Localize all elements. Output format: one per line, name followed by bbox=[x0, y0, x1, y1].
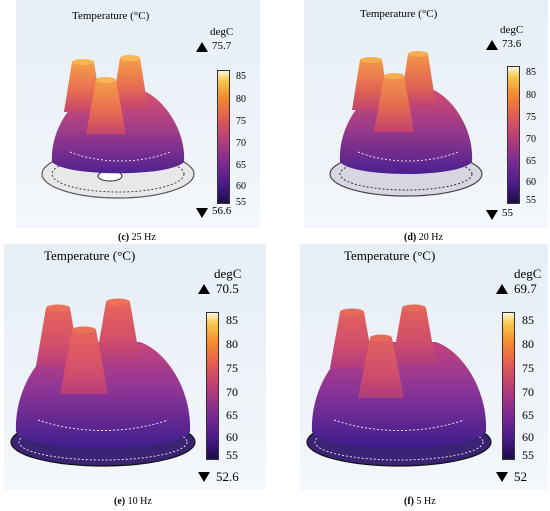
legend-tick: 55 bbox=[236, 197, 246, 208]
color-legend-bar bbox=[502, 312, 515, 460]
panel-caption: (e) 10 Hz bbox=[114, 496, 152, 507]
panel-e: Temperature (°C) degC 70.5 85 80 75 70 6… bbox=[4, 244, 266, 490]
panel-caption: (f) 5 Hz bbox=[404, 496, 436, 507]
legend-tick: 65 bbox=[226, 408, 238, 422]
legend-tick: 60 bbox=[226, 430, 238, 444]
legend-tick: 60 bbox=[522, 430, 534, 444]
max-value: 75.7 bbox=[212, 40, 232, 52]
thermal-model-image bbox=[41, 55, 195, 199]
legend-tick: 80 bbox=[526, 90, 536, 101]
unit-label: degC bbox=[514, 266, 542, 281]
thermal-model-image bbox=[306, 304, 492, 467]
panel-d: Temperature (°C) degC 73.6 85 80 75 70 6… bbox=[304, 0, 548, 228]
min-marker-icon bbox=[486, 210, 498, 220]
legend-tick: 60 bbox=[526, 177, 536, 188]
min-value: 56.6 bbox=[212, 205, 232, 217]
panel-title: Temperature (°C) bbox=[72, 10, 150, 22]
caption-frequency: 5 Hz bbox=[416, 496, 436, 507]
caption-letter: (d) bbox=[404, 232, 417, 243]
max-marker-icon bbox=[486, 40, 498, 50]
panel-title: Temperature (°C) bbox=[44, 248, 136, 263]
panel-title: Temperature (°C) bbox=[360, 8, 438, 20]
legend-tick: 80 bbox=[522, 337, 534, 351]
legend-tick: 65 bbox=[236, 160, 246, 171]
panel-caption: (c) 25 Hz bbox=[118, 232, 156, 243]
legend-tick: 65 bbox=[522, 408, 534, 422]
legend-tick: 55 bbox=[526, 195, 536, 206]
caption-frequency: 10 Hz bbox=[127, 496, 152, 507]
unit-label: degC bbox=[500, 24, 524, 36]
max-value: 69.7 bbox=[514, 281, 537, 296]
legend-tick: 80 bbox=[236, 94, 246, 105]
panel-title: Temperature (°C) bbox=[344, 248, 436, 263]
panel-c: Temperature (°C) degC 75.7 85 80 75 70 6… bbox=[16, 0, 260, 228]
caption-frequency: 20 Hz bbox=[418, 232, 443, 243]
legend-tick: 85 bbox=[526, 67, 536, 78]
color-legend-bar bbox=[217, 70, 230, 204]
min-value: 52 bbox=[514, 469, 527, 484]
legend-tick: 70 bbox=[226, 385, 238, 399]
legend-tick: 80 bbox=[226, 337, 238, 351]
legend-tick: 85 bbox=[226, 313, 238, 327]
legend-tick: 75 bbox=[522, 361, 534, 375]
thermal-model-image bbox=[329, 51, 483, 197]
caption-letter: (c) bbox=[118, 232, 130, 243]
unit-label: degC bbox=[214, 266, 242, 281]
legend-tick: 70 bbox=[526, 134, 536, 145]
legend-tick: 75 bbox=[526, 112, 536, 123]
min-value: 55 bbox=[502, 207, 513, 219]
min-value: 52.6 bbox=[216, 469, 239, 484]
color-legend-bar bbox=[507, 66, 520, 204]
min-marker-icon bbox=[198, 472, 210, 482]
unit-label: degC bbox=[210, 26, 234, 38]
caption-frequency: 25 Hz bbox=[131, 232, 156, 243]
caption-letter: (e) bbox=[114, 496, 126, 507]
legend-tick: 70 bbox=[236, 138, 246, 149]
max-marker-icon bbox=[496, 284, 508, 294]
panel-f: Temperature (°C) degC 69.7 85 80 75 70 6… bbox=[300, 244, 548, 490]
thermal-model-image bbox=[10, 298, 196, 467]
legend-tick: 85 bbox=[522, 313, 534, 327]
caption-letter: (f) bbox=[404, 496, 414, 507]
color-legend-bar bbox=[206, 312, 219, 460]
legend-tick: 85 bbox=[236, 71, 246, 82]
legend-tick: 70 bbox=[522, 385, 534, 399]
panel-caption: (d) 20 Hz bbox=[404, 232, 443, 243]
max-value: 70.5 bbox=[216, 281, 239, 296]
max-marker-icon bbox=[196, 42, 208, 52]
min-marker-icon bbox=[196, 208, 208, 218]
max-value: 73.6 bbox=[502, 38, 522, 50]
legend-tick: 75 bbox=[226, 361, 238, 375]
legend-tick: 60 bbox=[236, 181, 246, 192]
legend-tick: 55 bbox=[522, 448, 534, 462]
legend-tick: 55 bbox=[226, 448, 238, 462]
min-marker-icon bbox=[496, 472, 508, 482]
max-marker-icon bbox=[198, 284, 210, 294]
legend-tick: 65 bbox=[526, 156, 536, 167]
legend-tick: 75 bbox=[236, 116, 246, 127]
